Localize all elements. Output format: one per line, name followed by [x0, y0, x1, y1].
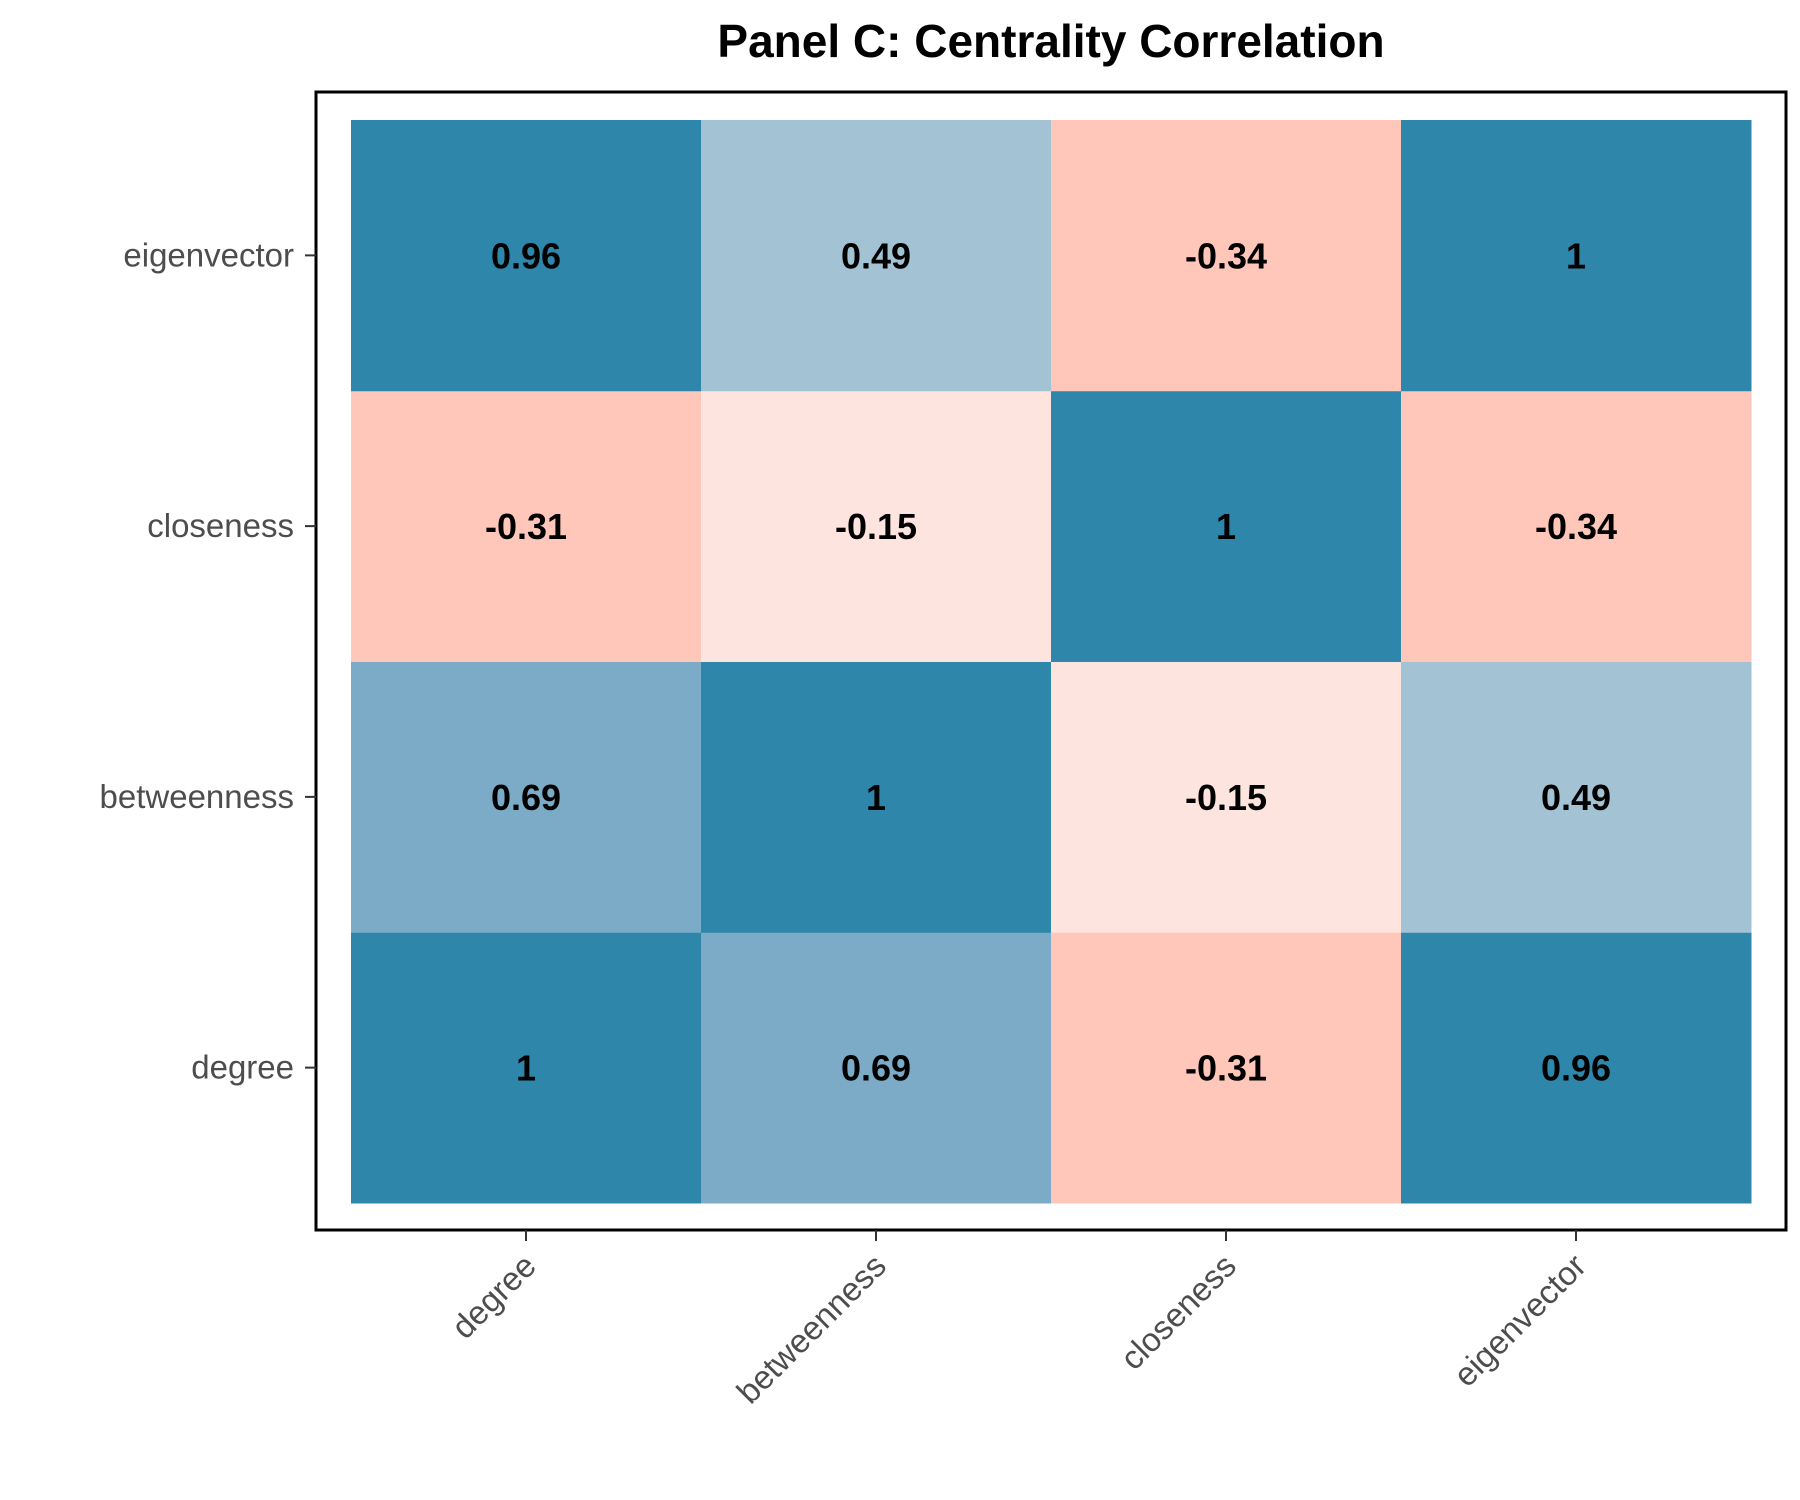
heatmap-cell-degree-degree [351, 932, 702, 1204]
cell-value-label-betweenness-betweenness: 1 [866, 777, 886, 818]
y-tick-label-degree: degree [191, 1049, 294, 1086]
cell-value-label-closeness-eigenvector: -0.34 [1535, 506, 1617, 547]
cell-value-label-degree-closeness: -0.31 [1185, 1048, 1267, 1089]
y-tick-label-betweenness: betweenness [100, 778, 294, 815]
cell-value-label-betweenness-closeness: -0.15 [1185, 777, 1267, 818]
x-tick-label-betweenness: betweenness [729, 1247, 893, 1411]
heatmap-cell-closeness-degree [351, 390, 702, 662]
heatmap-cell-betweenness-betweenness [701, 661, 1052, 933]
heatmap-cell-betweenness-degree [351, 661, 702, 933]
heatmap-cell-eigenvector-eigenvector [1401, 120, 1752, 392]
heatmap-cell-degree-closeness [1051, 932, 1402, 1204]
x-tick-label-degree: degree [444, 1247, 543, 1346]
y-axis-ticks: degree betweenness closeness eigenvector [100, 236, 316, 1086]
cell-value-label-eigenvector-degree: 0.96 [491, 235, 561, 276]
heatmap-cell-degree-eigenvector [1401, 932, 1752, 1204]
x-tick-label-closeness: closeness [1113, 1247, 1243, 1377]
heatmap-cell-labels: 1 0.69 -0.31 0.96 0.69 1 -0.15 0.49 -0.31 -0.15 1 -… [485, 235, 1617, 1088]
heatmap-cell-degree-betweenness [701, 932, 1052, 1204]
heatmap-cell-closeness-eigenvector [1401, 390, 1752, 662]
plot-panel-border [314, 90, 1788, 1232]
cell-value-label-closeness-closeness: 1 [1216, 506, 1236, 547]
chart-title: Panel C: Centrality Correlation [717, 15, 1384, 67]
cell-value-label-eigenvector-eigenvector: 1 [1566, 235, 1586, 276]
heatmap-cell-betweenness-eigenvector [1401, 661, 1752, 933]
cell-value-label-closeness-degree: -0.31 [485, 506, 567, 547]
cell-value-label-eigenvector-closeness: -0.34 [1185, 235, 1267, 276]
cell-value-label-eigenvector-betweenness: 0.49 [841, 235, 911, 276]
cell-value-label-betweenness-eigenvector: 0.49 [1541, 777, 1611, 818]
cell-value-label-degree-degree: 1 [516, 1048, 536, 1089]
cell-value-label-degree-eigenvector: 0.96 [1541, 1048, 1611, 1089]
heatmap-cell-eigenvector-degree [351, 120, 702, 392]
heatmap-cells [351, 120, 1752, 1204]
axes [314, 90, 1788, 1232]
heatmap-cell-closeness-closeness [1051, 390, 1402, 662]
heatmap-cell-betweenness-closeness [1051, 661, 1402, 933]
x-tick-label-eigenvector: eigenvector [1446, 1247, 1593, 1394]
cell-value-label-degree-betweenness: 0.69 [841, 1048, 911, 1089]
heatmap-cell-eigenvector-closeness [1051, 120, 1402, 392]
y-tick-label-eigenvector: eigenvector [123, 236, 294, 273]
heatmap-cell-eigenvector-betweenness [701, 120, 1052, 392]
heatmap-cell-closeness-betweenness [701, 390, 1052, 662]
cell-value-label-betweenness-degree: 0.69 [491, 777, 561, 818]
y-tick-label-closeness: closeness [147, 507, 294, 544]
cell-value-label-closeness-betweenness: -0.15 [835, 506, 917, 547]
x-axis-ticks: degree betweenness closeness eigenvector [444, 1230, 1593, 1410]
